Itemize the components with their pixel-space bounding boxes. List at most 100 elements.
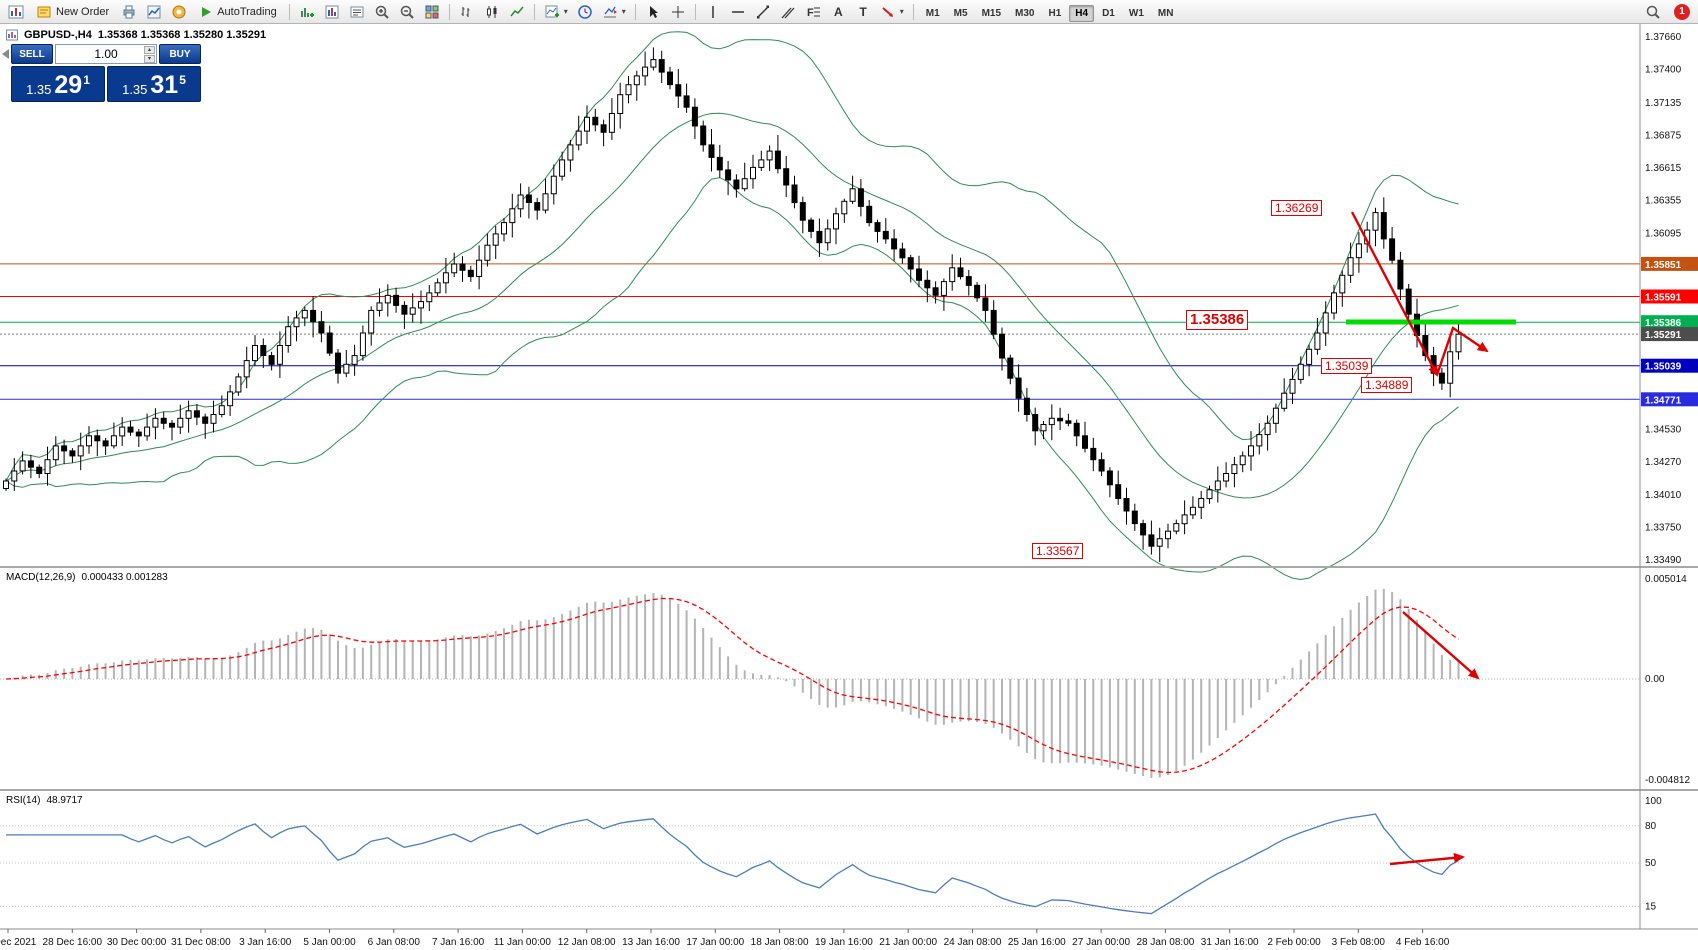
candle-body <box>874 222 881 232</box>
arrows-tool-button[interactable]: ▾ <box>876 2 908 22</box>
panel-separator[interactable] <box>0 789 1698 791</box>
candlestick-mode-button[interactable] <box>480 2 504 22</box>
new-order-button[interactable]: New Order <box>29 2 116 22</box>
tile-windows-button[interactable] <box>420 2 444 22</box>
time-axis-label: 31 Jan 16:00 <box>1201 937 1259 948</box>
vertical-line-tool-button[interactable] <box>701 2 725 22</box>
timeframe-button-m30[interactable]: M30 <box>1015 7 1035 19</box>
candle-body <box>932 287 939 296</box>
zoom-out-button[interactable] <box>395 2 419 22</box>
trendline-tool-button[interactable] <box>751 2 775 22</box>
candle-body <box>990 309 997 335</box>
objects-list-button[interactable] <box>345 2 369 22</box>
candle-body <box>650 59 657 68</box>
toolbar-separator <box>448 3 450 20</box>
timeframe-button-m15[interactable]: M15 <box>981 7 1002 19</box>
main-toolbar: New Order AutoTrading <box>0 0 1698 24</box>
buy-price-display[interactable]: 1.35 31 5 <box>107 66 201 102</box>
new-chart-icon <box>545 5 559 17</box>
timeframe-button-d1[interactable]: D1 <box>1102 7 1115 19</box>
indicators-button[interactable] <box>295 2 319 22</box>
candle-body <box>575 130 582 146</box>
trend-arrow[interactable] <box>1389 852 1465 866</box>
ohlc-values: 1.35368 1.35368 1.35280 1.35291 <box>97 29 267 41</box>
timeframe-button-h1[interactable]: H1 <box>1048 7 1062 19</box>
bollinger-middle-band <box>5 112 1459 499</box>
candle-body <box>1032 414 1039 432</box>
timeframe-button-mn[interactable]: MN <box>1157 7 1174 19</box>
zoom-in-button[interactable] <box>370 2 394 22</box>
text-label-tool-button[interactable]: T <box>851 2 875 22</box>
notification-badge[interactable]: 1 <box>1674 3 1690 20</box>
bar-chart-mode-button[interactable] <box>455 2 479 22</box>
price-axis-label: 1.36355 <box>1645 196 1682 207</box>
timeframe-button-h4[interactable]: H4 <box>1069 4 1095 22</box>
candle-body <box>227 391 234 407</box>
chart-shift-button[interactable]: ▾ <box>598 2 630 22</box>
indicator-window-button[interactable] <box>320 2 344 22</box>
one-click-collapse-arrow[interactable] <box>2 49 9 59</box>
price-axis-label: 1.36615 <box>1645 163 1682 174</box>
candle-body <box>351 355 358 365</box>
fibonacci-tool-button[interactable]: F <box>801 2 825 22</box>
sell-price-display[interactable]: 1.35 29 1 <box>11 66 105 102</box>
time-axis-label: 31 Dec 08:00 <box>171 937 231 948</box>
volume-decrease-button[interactable]: ▾ <box>144 54 155 63</box>
print-button[interactable] <box>117 2 141 22</box>
horizontal-line-tool-button[interactable] <box>726 2 750 22</box>
macd-values: 0.000433 0.001283 <box>81 572 168 583</box>
candle-body <box>1264 422 1271 436</box>
toolbar-separator <box>533 3 535 20</box>
community-button[interactable] <box>167 2 191 22</box>
price-callout[interactable]: 1.33567 <box>1032 543 1084 559</box>
price-callout[interactable]: 1.35039 <box>1321 358 1373 374</box>
candle-body <box>335 352 341 374</box>
timeframe-button-m5[interactable]: M5 <box>953 7 968 19</box>
cursor-tool-button[interactable] <box>641 2 665 22</box>
price-callout[interactable]: 1.34889 <box>1361 377 1413 393</box>
line-chart-mode-button[interactable] <box>505 2 529 22</box>
macd-name: MACD(12,26,9) <box>6 572 76 583</box>
candle-body <box>293 317 300 328</box>
macd-axis-label: 0.00 <box>1645 674 1665 685</box>
candle-body <box>467 269 474 278</box>
candle-body <box>750 166 756 180</box>
candle-body <box>667 71 673 86</box>
volume-input[interactable]: 1.00 ▴ ▾ <box>55 44 157 64</box>
channel-tool-button[interactable] <box>776 2 800 22</box>
text-tool-button[interactable]: A <box>826 2 850 22</box>
trend-arrow[interactable] <box>1402 611 1480 680</box>
clock-button[interactable] <box>573 2 597 22</box>
search-button[interactable] <box>1641 2 1665 22</box>
fibonacci-icon: F <box>807 7 820 19</box>
candle-body <box>957 267 964 278</box>
rsi-indicator-label: RSI(14) 48.9717 <box>6 795 83 806</box>
sell-button[interactable]: SELL <box>11 44 53 64</box>
time-axis-label: 3 Feb 08:00 <box>1332 937 1386 948</box>
time-axis-label: 12 Jan 08:00 <box>558 937 616 948</box>
new-chart-button[interactable]: ▾ <box>540 2 572 22</box>
timeframe-button-m1[interactable]: M1 <box>925 7 940 19</box>
candle-body <box>1214 480 1221 491</box>
candle-body <box>301 309 308 319</box>
volume-increase-button[interactable]: ▴ <box>144 45 155 54</box>
autotrading-button[interactable]: AutoTrading <box>192 2 284 22</box>
crosshair-tool-button[interactable] <box>666 2 690 22</box>
candle-body <box>891 238 898 250</box>
chart-profile-button[interactable] <box>142 2 166 22</box>
trend-arrow[interactable] <box>1350 211 1439 377</box>
price-callout[interactable]: 1.35386 <box>1186 310 1249 330</box>
buy-button[interactable]: BUY <box>159 44 201 64</box>
candle-body <box>658 59 665 73</box>
price-tag: 1.35386 <box>1645 318 1682 329</box>
trend-arrow[interactable] <box>1435 326 1489 376</box>
timeframe-button-w1[interactable]: W1 <box>1128 7 1144 19</box>
candle-body <box>559 159 566 177</box>
candle-body <box>1057 417 1064 422</box>
price-callout[interactable]: 1.36269 <box>1271 200 1323 216</box>
panel-separator[interactable] <box>0 566 1698 568</box>
candle-body <box>185 410 192 419</box>
time-axis-label: 13 Jan 16:00 <box>622 937 680 948</box>
